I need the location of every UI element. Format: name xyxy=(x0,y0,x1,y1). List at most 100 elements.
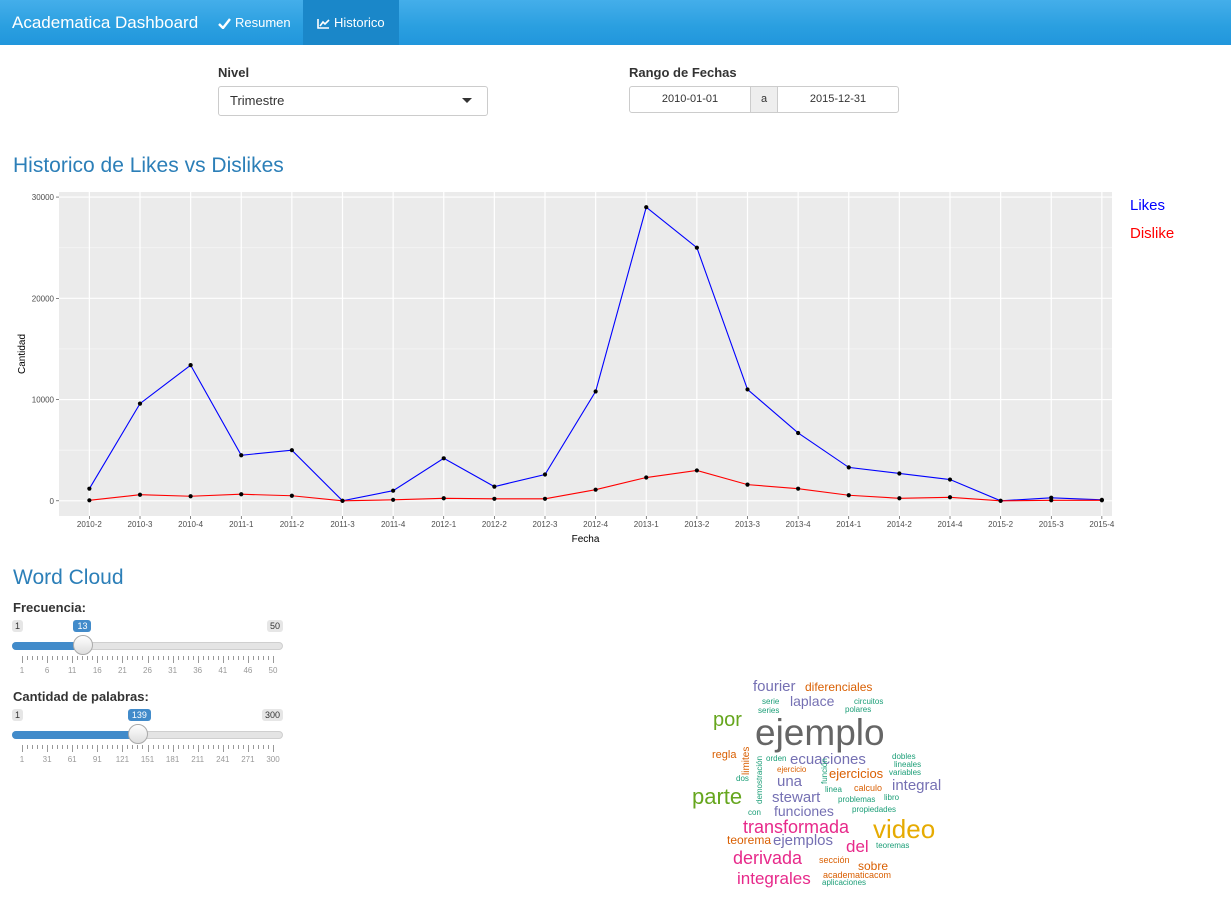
frecuencia-slider[interactable]: 1 50 13 1 6 11 16 21 26 31 36 41 46 50 xyxy=(12,620,284,690)
data-point-dislike xyxy=(644,475,649,480)
palabras-tick xyxy=(252,745,254,749)
frecuencia-tick xyxy=(82,656,84,660)
cloud-word: polares xyxy=(845,705,872,714)
data-point-dislike xyxy=(694,468,699,473)
nivel-select[interactable]: Trimestre xyxy=(218,86,488,116)
data-point-likes xyxy=(745,387,750,392)
palabras-tick xyxy=(37,745,39,749)
date-separator: a xyxy=(750,87,778,112)
tab-historico[interactable]: Historico xyxy=(303,0,399,45)
cloud-word: función xyxy=(820,758,829,784)
data-point-likes xyxy=(137,401,143,406)
y-tick-label: 10000 xyxy=(32,396,55,405)
app-brand[interactable]: Academatica Dashboard xyxy=(12,13,199,32)
cantidad-palabras-slider[interactable]: 1 300 139 1 31 61 91 121 151 181 211 241 271 300 xyxy=(12,709,284,779)
palabras-tick xyxy=(227,745,229,749)
data-point-likes xyxy=(694,245,699,250)
frecuencia-tick xyxy=(227,656,229,660)
date-end-input[interactable]: 2015-12-31 xyxy=(809,93,867,105)
palabras-tick xyxy=(102,745,104,749)
rango-fechas-label: Rango de Fechas xyxy=(629,65,737,80)
x-tick-label: 2013-4 xyxy=(786,520,811,529)
palabras-tick xyxy=(27,745,29,749)
data-point-likes xyxy=(846,465,851,470)
palabras-tick-label: 271 xyxy=(241,755,255,764)
cloud-word: laplace xyxy=(790,693,835,709)
palabras-tick xyxy=(152,745,154,749)
palabras-tick xyxy=(242,745,244,749)
tab-historico-label: Historico xyxy=(334,15,385,30)
x-tick-label: 2012-1 xyxy=(431,520,456,529)
frecuencia-tick xyxy=(182,656,184,660)
palabras-tick xyxy=(82,745,84,749)
cloud-word: variables xyxy=(889,768,922,777)
palabras-tick xyxy=(132,745,134,749)
x-tick-label: 2015-4 xyxy=(1089,520,1114,529)
data-point-dislike xyxy=(289,493,294,498)
palabras-tick xyxy=(182,745,184,749)
data-point-likes xyxy=(542,472,548,477)
cloud-word: ejemplos xyxy=(773,832,834,849)
frecuencia-tick xyxy=(162,656,164,660)
frecuencia-tick xyxy=(202,656,204,660)
cloud-word: dos xyxy=(736,774,749,783)
frecuencia-tick-label: 1 xyxy=(19,666,25,675)
cloud-word: ejercicios xyxy=(829,766,884,781)
frecuencia-tick xyxy=(262,656,264,660)
frecuencia-tick-label: 50 xyxy=(268,666,278,675)
data-point-dislike xyxy=(796,486,801,491)
data-point-likes xyxy=(796,430,801,436)
frecuencia-tick xyxy=(132,656,134,660)
cloud-word: parte xyxy=(692,784,743,809)
palabras-handle[interactable] xyxy=(127,724,148,744)
cloud-word: libro xyxy=(884,793,900,802)
tab-resumen-label: Resumen xyxy=(235,15,291,30)
frecuencia-tick xyxy=(242,656,244,660)
frecuencia-tick xyxy=(247,656,249,663)
data-point-dislike xyxy=(340,498,345,503)
frecuencia-tick xyxy=(142,656,144,660)
frecuencia-tick xyxy=(267,656,269,660)
frecuencia-tick xyxy=(67,656,69,660)
x-tick-label: 2014-1 xyxy=(836,520,861,529)
palabras-tick xyxy=(237,745,239,749)
x-tick-label: 2010-4 xyxy=(178,520,203,529)
tab-resumen[interactable]: Resumen xyxy=(204,0,305,45)
palabras-tick xyxy=(32,745,34,749)
data-point-dislike xyxy=(441,496,446,501)
cloud-word: demostración xyxy=(755,755,764,804)
frecuencia-tick xyxy=(157,656,159,660)
x-tick-label: 2011-1 xyxy=(229,520,254,529)
x-tick-label: 2015-2 xyxy=(988,520,1013,529)
palabras-tick xyxy=(187,745,189,749)
data-point-dislike xyxy=(998,498,1003,503)
palabras-tick xyxy=(172,745,174,752)
cloud-word: video xyxy=(873,814,936,844)
frecuencia-tick xyxy=(177,656,179,660)
frecuencia-handle[interactable] xyxy=(73,635,94,655)
cloud-word: transformada xyxy=(743,817,850,837)
data-point-dislike xyxy=(1099,498,1104,503)
palabras-tick xyxy=(87,745,89,749)
data-point-dislike xyxy=(188,494,193,499)
data-point-likes xyxy=(441,456,446,461)
cloud-word: limites xyxy=(741,746,752,775)
cloud-word: academaticacom xyxy=(823,870,892,880)
palabras-tick xyxy=(192,745,194,749)
frecuencia-tick xyxy=(252,656,254,660)
palabras-tick-label: 151 xyxy=(140,755,155,764)
frecuencia-max-label: 50 xyxy=(266,620,283,632)
frecuencia-tick xyxy=(112,656,114,660)
date-range-input: 2010-01-01 a 2015-12-31 xyxy=(629,86,899,113)
palabras-tick xyxy=(162,745,164,749)
date-start-input[interactable]: 2010-01-01 xyxy=(661,93,719,105)
data-point-likes xyxy=(188,363,193,368)
data-point-dislike xyxy=(542,496,548,501)
navbar: Academatica Dashboard Resumen Historico xyxy=(0,0,1231,45)
data-point-dislike xyxy=(593,487,598,492)
x-tick-label: 2013-2 xyxy=(684,520,709,529)
palabras-tick xyxy=(52,745,54,749)
data-point-dislike xyxy=(846,493,851,498)
cloud-word: stewart xyxy=(772,789,821,806)
frecuencia-tick xyxy=(217,656,219,660)
